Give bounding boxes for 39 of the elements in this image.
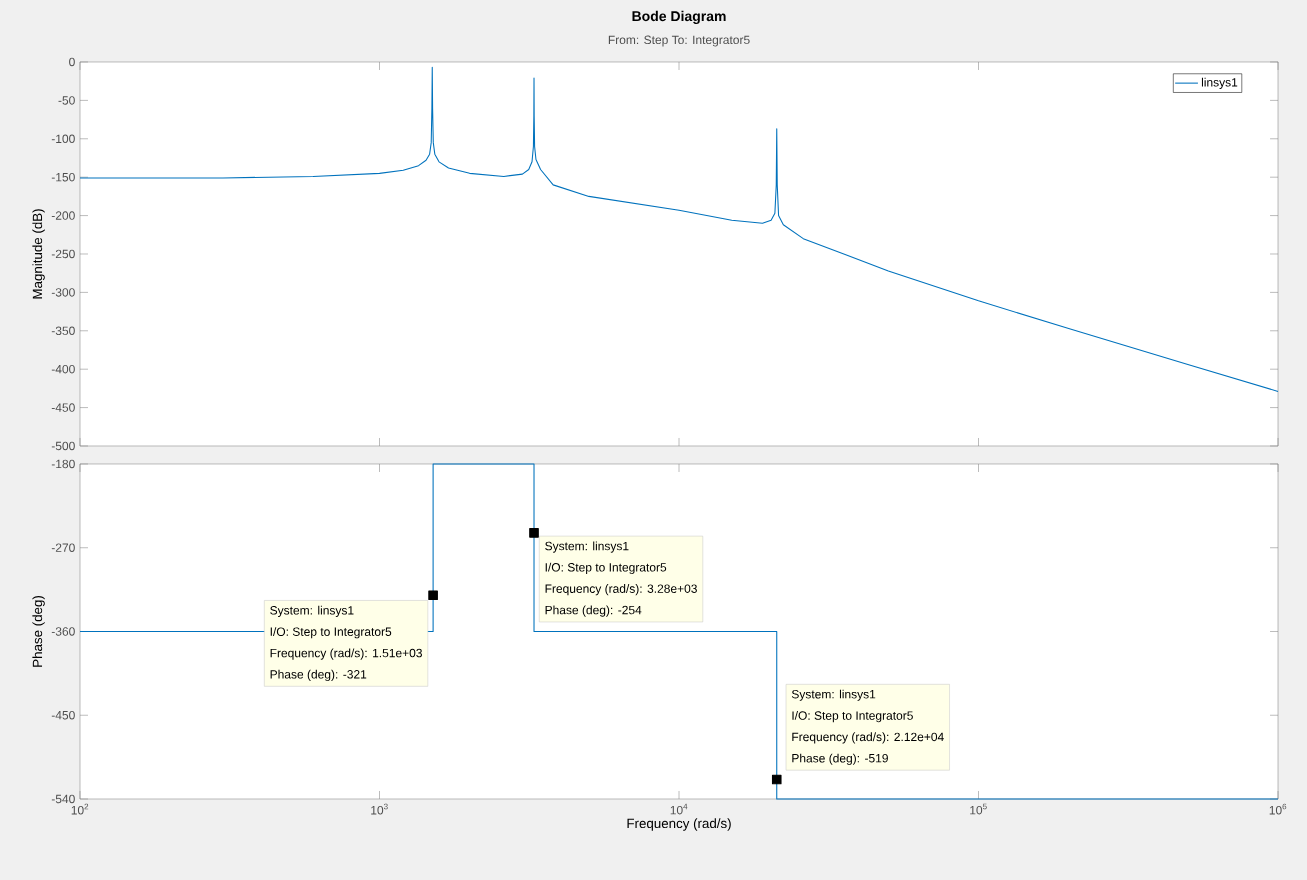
annotation: I/O: Step to Integrator5 (270, 627, 392, 639)
annotation: I/O: Step to Integrator5 (545, 562, 667, 574)
x-tick-label: 10$^{6}$ (1269, 803, 1287, 815)
x-tick-label: 10$^{4}$ (670, 803, 688, 815)
annotation: Phase (deg): -254 (545, 605, 642, 617)
y-tick-label: -250 (51, 249, 75, 259)
annotation: Phase (deg): -519 (792, 753, 888, 765)
y-tick-label: -150 (51, 172, 75, 182)
y-tick-label: -300 (51, 288, 75, 297)
y-tick-label: -270 (51, 543, 75, 552)
y-tick-label: -100 (51, 134, 75, 144)
y-tick-label: -500 (51, 441, 75, 451)
annotation: I/O: Step to Integrator5 (792, 710, 913, 723)
y-tick-label: -450 (51, 403, 75, 412)
x-tick-label: 10$^{5}$ (970, 803, 987, 815)
annotation: Frequency (rad/s): 2.12e+04 (792, 732, 944, 744)
annotation: Frequency (rad/s): 3.28e+03 (545, 584, 697, 596)
chart-title: Bode Diagram (632, 10, 726, 24)
legend-label: linsys1 (1201, 77, 1238, 89)
x-tick-label: 10$^{2}$ (71, 803, 89, 815)
y-tick-label: -350 (51, 326, 75, 336)
annotation: System: linsys1 (270, 605, 354, 617)
y-axis-title: Phase (deg) (32, 596, 45, 667)
chart-subtitle: From: Step To: Integrator5 (608, 35, 750, 47)
y-tick-label: -50 (58, 96, 75, 105)
y-axis-title: Magnitude (dB) (32, 209, 45, 299)
y-tick-label: -450 (51, 710, 75, 720)
y-tick-label: -400 (51, 364, 75, 374)
annotation: Phase (deg): -321 (270, 669, 367, 681)
y-tick-label: -200 (51, 211, 75, 220)
y-tick-label: -540 (51, 794, 75, 804)
y-tick-label: -180 (51, 459, 75, 469)
x-axis-title: Frequency (rad/s) (627, 818, 731, 831)
x-tick-label: 10$^{3}$ (371, 803, 388, 815)
y-tick-label: -360 (51, 627, 75, 636)
annotation: System: linsys1 (791, 689, 876, 701)
y-tick-label: 0 (69, 57, 75, 67)
annotation: System: linsys1 (545, 541, 629, 553)
annotation: Frequency (rad/s): 1.51e+03 (270, 648, 422, 660)
